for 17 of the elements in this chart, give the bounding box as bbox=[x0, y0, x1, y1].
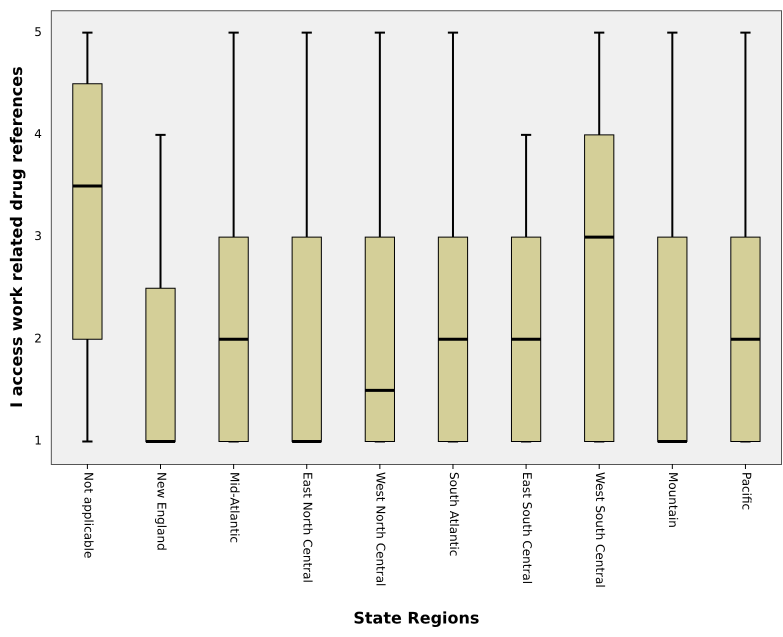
y-tick-label: 3 bbox=[34, 229, 42, 244]
y-tick-label: 5 bbox=[34, 24, 42, 39]
x-tick-label: Mid-Atlantic bbox=[228, 472, 242, 544]
x-tick-label: Mountain bbox=[666, 472, 680, 528]
y-tick-label: 1 bbox=[34, 434, 42, 448]
x-tick-label: West South Central bbox=[593, 472, 608, 588]
x-tick-label: East South Central bbox=[520, 472, 534, 584]
y-tick-label: 2 bbox=[34, 331, 42, 346]
x-tick-label: South Atlantic bbox=[446, 472, 461, 556]
x-tick-label: West North Central bbox=[374, 472, 388, 586]
x-tick-label: Pacific bbox=[739, 472, 754, 510]
x-tick-label: Not applicable bbox=[81, 472, 96, 558]
x-axis-title: State Regions bbox=[353, 608, 480, 628]
y-axis-title: I access work related drug references bbox=[6, 66, 26, 408]
x-tick-label: New England bbox=[154, 472, 168, 551]
x-tick-label: East North Central bbox=[300, 472, 315, 583]
y-tick-label: 4 bbox=[34, 127, 42, 142]
